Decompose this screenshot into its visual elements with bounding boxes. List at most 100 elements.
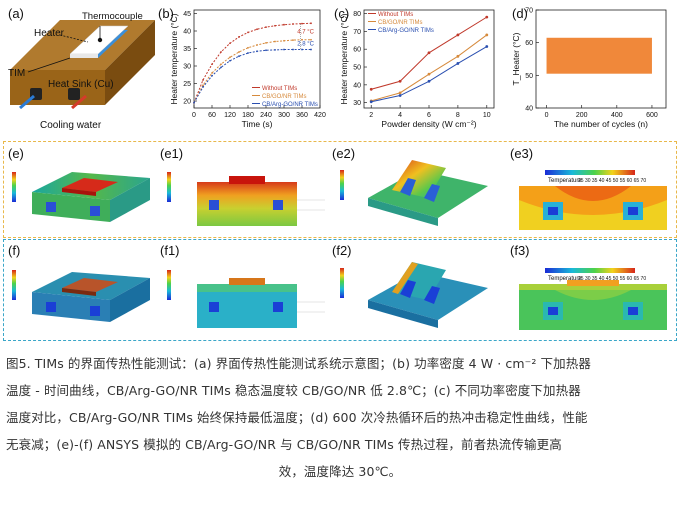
data-point xyxy=(238,55,240,58)
caption-line-2: 温度 - 时间曲线，CB/Arg-GO/NR TIMs 稳态温度较 CB/GO/… xyxy=(6,383,581,398)
data-point xyxy=(193,101,195,104)
data-point xyxy=(274,24,276,27)
data-point xyxy=(292,39,294,41)
data-point xyxy=(265,49,267,52)
data-point xyxy=(211,72,213,74)
data-point xyxy=(220,63,222,66)
data-point xyxy=(238,51,240,53)
x-axis-label: Time (s) xyxy=(242,119,273,129)
x-tick-label: 600 xyxy=(646,112,658,119)
panel-label-e: (e) xyxy=(8,146,24,161)
label-tim: TIM xyxy=(8,68,26,79)
data-point xyxy=(292,23,294,25)
y-tick-label: 20 xyxy=(183,99,191,106)
y-tick-label: 60 xyxy=(525,40,533,47)
x-tick-label: 400 xyxy=(611,112,623,119)
water-out-arrow xyxy=(71,94,87,110)
data-point xyxy=(398,94,402,97)
panel-label-e1: (e1) xyxy=(160,146,184,161)
data-point xyxy=(301,38,303,41)
figure-caption: 图5. TIMs 的界面传热性能测试：(a) 界面传热性能测试系统示意图；(b)… xyxy=(6,350,674,485)
sim-e1-section xyxy=(167,172,325,226)
data-point xyxy=(292,48,294,51)
label-cooling-water: Cooling water xyxy=(40,120,102,131)
y-tick-label: 80 xyxy=(353,11,361,18)
y-tick-label: 70 xyxy=(353,29,361,36)
y-axis-label: Heater temperature (°C) xyxy=(169,13,179,104)
data-point xyxy=(310,22,312,25)
caption-line-1: 图5. TIMs 的界面传热性能测试：(a) 界面传热性能测试系统示意图；(b)… xyxy=(6,356,591,371)
sim-f-3d xyxy=(12,270,150,322)
x-tick-label: 0 xyxy=(192,112,196,119)
y-tick-label: 50 xyxy=(525,73,533,80)
f3-scale-ticks: 25 30 35 40 45 50 55 60 65 70 xyxy=(578,276,647,282)
y-tick-label: 40 xyxy=(353,82,361,89)
data-point xyxy=(247,46,249,49)
data-point xyxy=(274,49,276,51)
data-point xyxy=(247,31,249,34)
caption-line-4: 无衰减；(e)-(f) ANSYS 模拟的 CB/Arg-GO/NR 与 CB/… xyxy=(6,437,562,452)
x-tick-label: 8 xyxy=(456,112,460,119)
annotation-2-8: 2.8 °C xyxy=(297,42,314,48)
caption-line-3: 温度对比，CB/Arg-GO/NR TIMs 始终保持最低温度；(d) 600 … xyxy=(6,410,588,425)
legend-entry: CB/Arg-GO/NR TIMs xyxy=(262,102,318,108)
y-tick-label: 35 xyxy=(183,46,191,53)
data-point xyxy=(398,79,402,83)
x-tick-label: 4 xyxy=(398,112,402,119)
label-heat-sink: Heat Sink (Cu) xyxy=(48,79,114,90)
plot-frame xyxy=(193,9,321,109)
data-point xyxy=(283,48,285,51)
chart-heater-temp-vs-power: 2 4 6 8 10 30 40 50 60 70 80 Powder density (W cm⁻²… xyxy=(339,9,495,129)
data-point xyxy=(427,72,431,76)
data-point xyxy=(398,91,402,95)
legend-entry: Without TIMs xyxy=(378,12,413,18)
data-point xyxy=(202,79,204,81)
e3-scale-ticks: 25 30 35 40 45 50 55 60 65 70 xyxy=(578,178,647,184)
y-tick-label: 60 xyxy=(353,47,361,54)
data-point xyxy=(427,51,431,55)
row-e-frame xyxy=(3,141,677,238)
x-tick-label: 60 xyxy=(208,112,216,119)
y-tick-label: 50 xyxy=(353,65,361,72)
data-point xyxy=(274,40,276,43)
x-tick-label: 10 xyxy=(483,112,491,119)
sim-f2-3d-cut xyxy=(340,262,488,328)
label-heater: Heater xyxy=(34,28,65,39)
data-point xyxy=(229,42,231,45)
data-point xyxy=(211,63,213,66)
x-tick-label: 300 xyxy=(278,112,290,119)
panel-label-c: (c) xyxy=(334,6,350,21)
sim-e2-3d-cut xyxy=(340,160,488,226)
data-point xyxy=(211,74,213,77)
x-tick-label: 420 xyxy=(314,112,326,119)
data-point xyxy=(283,23,285,26)
data-point xyxy=(310,38,312,41)
data-point xyxy=(456,62,460,65)
data-point xyxy=(485,45,489,48)
heat-sink-side xyxy=(105,20,155,105)
data-point xyxy=(256,44,258,46)
y-tick-label: 70 xyxy=(525,8,533,15)
x-tick-label: 0 xyxy=(545,112,549,119)
panel-label-b: (b) xyxy=(158,6,174,21)
y-tick-label: 40 xyxy=(525,106,533,113)
panel-label-f1: (f1) xyxy=(160,243,180,258)
legend-entry: Without TIMs xyxy=(262,86,297,92)
f3-temperature-label: Temperature xyxy=(548,276,582,282)
pipe-right xyxy=(68,88,80,100)
row-f-frame xyxy=(3,239,677,341)
data-band xyxy=(546,37,652,74)
x-tick-label: 2 xyxy=(369,112,373,119)
panel-label-d: (d) xyxy=(512,6,528,21)
x-tick-label: 120 xyxy=(224,112,236,119)
x-tick-label: 360 xyxy=(296,112,308,119)
data-point xyxy=(456,54,460,58)
series-line xyxy=(371,34,488,102)
panel-label-f2: (f2) xyxy=(332,243,352,258)
chart-thermal-cycling: 0 200 400 600 40 50 60 70 The number of cycles (… xyxy=(511,8,667,129)
data-point xyxy=(220,51,222,53)
data-point xyxy=(283,39,285,42)
heater-front xyxy=(70,54,98,58)
annotation-4-7: 4.7 °C xyxy=(297,29,314,35)
panel-label-e3: (e3) xyxy=(510,146,534,161)
